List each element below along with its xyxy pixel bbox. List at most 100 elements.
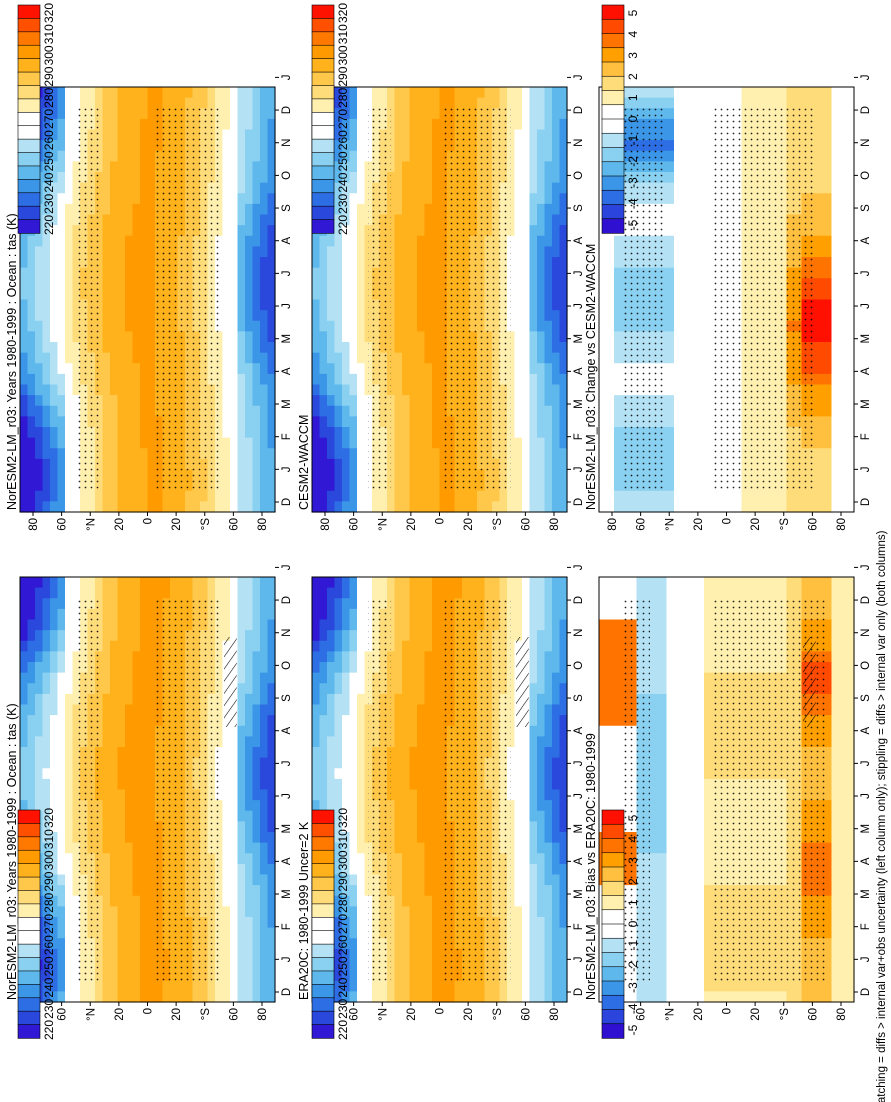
heat-cell xyxy=(424,662,433,674)
heat-cell xyxy=(42,810,51,822)
heat-cell xyxy=(230,150,239,162)
heat-cell xyxy=(245,630,254,642)
heat-cell xyxy=(237,129,246,141)
heat-cell xyxy=(57,980,66,992)
heat-cell xyxy=(50,577,59,589)
heat-cell xyxy=(147,118,156,131)
heat-cell xyxy=(409,608,418,621)
heat-cell xyxy=(215,630,224,642)
heat-cell xyxy=(319,320,328,332)
heat-cell xyxy=(394,832,403,844)
heat-cell xyxy=(117,662,126,674)
heat-cell xyxy=(125,458,134,471)
heat-cell xyxy=(57,448,66,460)
heat-cell xyxy=(65,395,74,407)
heat-cell xyxy=(200,577,209,589)
heat-cell xyxy=(102,662,111,674)
heat-cell xyxy=(432,416,441,428)
heat-cell xyxy=(537,715,546,727)
heat-cell xyxy=(424,437,433,449)
heat-cell xyxy=(394,917,403,929)
heat-cell xyxy=(260,373,269,386)
heat-cell xyxy=(140,320,149,332)
heat-cell xyxy=(147,704,156,716)
heat-cell xyxy=(215,257,224,269)
heat-cell xyxy=(57,118,66,131)
heat-cell xyxy=(372,980,381,992)
heat-cell xyxy=(132,490,141,502)
heat-cell xyxy=(65,821,74,833)
heat-cell xyxy=(110,182,119,194)
heat-cell xyxy=(57,619,66,631)
heat-cell xyxy=(222,150,231,162)
heat-cell xyxy=(559,885,568,897)
heat-cell xyxy=(132,405,141,417)
heat-cell xyxy=(20,577,29,589)
heat-cell xyxy=(544,619,553,631)
heat-cell xyxy=(245,980,254,992)
heat-cell xyxy=(417,959,426,971)
heat-cell xyxy=(140,832,149,844)
heat-cell xyxy=(417,672,426,684)
heat-cell xyxy=(27,715,36,727)
heat-cell xyxy=(42,863,51,876)
heat-cell xyxy=(20,427,29,439)
heat-cell xyxy=(432,577,441,589)
heat-cell xyxy=(222,278,231,290)
heat-cell xyxy=(349,118,358,131)
heat-cell xyxy=(357,331,366,343)
heat-cell xyxy=(42,427,51,439)
heat-cell xyxy=(334,874,343,886)
heat-cell xyxy=(432,895,441,907)
heat-cell xyxy=(394,927,403,939)
heat-cell xyxy=(559,587,568,599)
heat-cell xyxy=(57,842,66,854)
heat-cell xyxy=(102,747,111,759)
heat-cell xyxy=(207,991,216,1003)
heat-cell xyxy=(357,927,366,939)
heat-cell xyxy=(27,267,36,279)
heat-cell xyxy=(117,501,126,513)
heat-cell xyxy=(102,267,111,279)
heat-cell xyxy=(35,651,44,663)
heat-cell xyxy=(409,895,418,907)
heat-cell xyxy=(27,757,36,769)
heat-cell xyxy=(432,310,441,322)
heat-cell xyxy=(50,108,59,120)
heat-cell xyxy=(117,832,126,844)
heat-cell xyxy=(260,246,269,258)
heat-cell xyxy=(544,662,553,674)
heat-cell xyxy=(327,598,336,610)
heat-cell xyxy=(349,672,358,684)
heat-cell xyxy=(552,832,561,844)
heat-cell xyxy=(357,683,366,695)
heat-cell xyxy=(147,320,156,332)
heat-cell xyxy=(402,736,411,748)
heat-cell xyxy=(237,395,246,407)
heat-cell xyxy=(117,490,126,502)
heat-cell xyxy=(237,725,246,737)
heat-cell xyxy=(230,608,239,621)
heat-cell xyxy=(147,193,156,205)
heat-cell xyxy=(102,395,111,407)
heat-cell xyxy=(140,373,149,386)
heat-cell xyxy=(65,150,74,162)
heat-cell xyxy=(170,980,179,992)
heat-cell xyxy=(417,395,426,407)
heat-cell xyxy=(50,906,59,918)
heat-cell xyxy=(537,874,546,886)
heat-cell xyxy=(215,619,224,631)
heat-cell xyxy=(27,235,36,247)
heat-cell xyxy=(237,778,246,791)
heat-cell xyxy=(65,651,74,663)
heat-cell xyxy=(110,970,119,982)
heat-cell xyxy=(402,108,411,120)
heat-cell xyxy=(417,853,426,865)
heat-cell xyxy=(80,587,89,599)
heat-cell xyxy=(65,405,74,417)
heat-cell xyxy=(27,662,36,674)
heat-cell xyxy=(215,352,224,364)
heat-cell xyxy=(125,129,134,141)
heat-cell xyxy=(349,651,358,663)
heat-cell xyxy=(409,885,418,897)
